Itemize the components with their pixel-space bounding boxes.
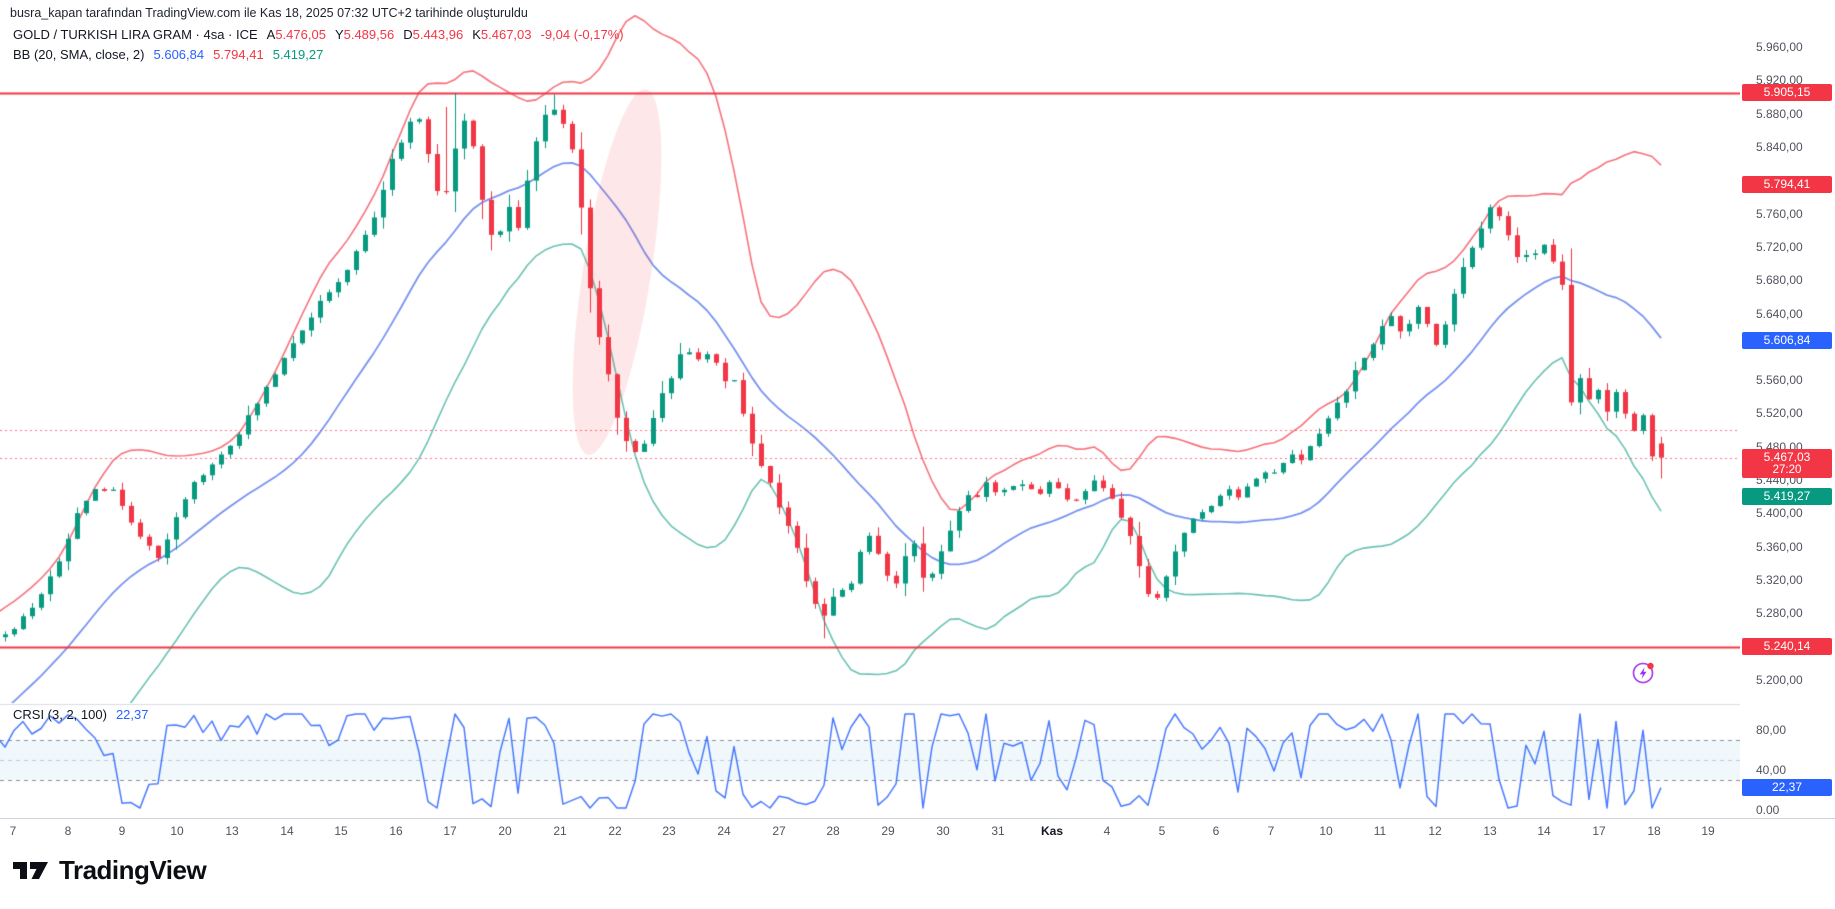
time-tick-label: 17 bbox=[1592, 824, 1606, 838]
time-tick-label: 24 bbox=[717, 824, 731, 838]
time-tick-label: 15 bbox=[334, 824, 348, 838]
time-tick-label: 6 bbox=[1212, 824, 1220, 838]
bb-basis-value: 5.606,84 bbox=[153, 47, 205, 62]
crsi-tick-label: 40,00 bbox=[1756, 763, 1787, 777]
price-tick-label: 5.760,00 bbox=[1756, 206, 1803, 221]
ohlc-open: A5.476,05 bbox=[266, 27, 326, 42]
time-tick-label: 29 bbox=[881, 824, 895, 838]
time-tick-label: 7 bbox=[1267, 824, 1275, 838]
price-tick-label: 5.280,00 bbox=[1756, 606, 1803, 621]
time-tick-label: 31 bbox=[991, 824, 1005, 838]
time-tick-label: 10 bbox=[1319, 824, 1333, 838]
time-tick-label: 13 bbox=[225, 824, 239, 838]
crsi-tick-label: 0.00 bbox=[1756, 803, 1780, 817]
price-axis-badge: 5.606,84 bbox=[1742, 332, 1832, 350]
time-tick-label: 14 bbox=[1537, 824, 1551, 838]
time-tick-label: 12 bbox=[1428, 824, 1442, 838]
time-tick-label: 19 bbox=[1701, 824, 1715, 838]
time-tick-label: Kas bbox=[1040, 824, 1063, 838]
time-tick-label: 23 bbox=[662, 824, 676, 838]
time-tick-label: 13 bbox=[1483, 824, 1497, 838]
price-tick-label: 5.960,00 bbox=[1756, 40, 1803, 54]
time-tick-label: 14 bbox=[280, 824, 294, 838]
ohlc-high: Y5.489,56 bbox=[334, 27, 395, 42]
time-tick-label: 27 bbox=[772, 824, 786, 838]
symbol-title[interactable]: GOLD / TURKISH LIRA GRAM · 4sa · ICE bbox=[13, 27, 258, 42]
tradingview-logo[interactable]: TradingView bbox=[12, 855, 207, 886]
time-tick-label: 16 bbox=[389, 824, 403, 838]
price-tick-label: 5.560,00 bbox=[1756, 373, 1803, 388]
lightning-icon bbox=[1632, 662, 1654, 684]
price-tick-label: 5.400,00 bbox=[1756, 506, 1803, 521]
symbol-legend[interactable]: GOLD / TURKISH LIRA GRAM · 4sa · ICE A5.4… bbox=[13, 27, 624, 42]
attribution-text: busra_kapan tarafından TradingView.com i… bbox=[10, 6, 528, 20]
time-tick-label: 18 bbox=[1647, 824, 1661, 838]
price-axis-badge: 5.240,14 bbox=[1742, 637, 1832, 655]
price-change: -9,04 (-0,17%) bbox=[540, 27, 624, 42]
time-tick-label: 21 bbox=[553, 824, 567, 838]
time-tick-label: 17 bbox=[443, 824, 457, 838]
price-tick-label: 5.720,00 bbox=[1756, 239, 1803, 254]
bb-lower-value: 5.419,27 bbox=[272, 47, 324, 62]
price-axis[interactable]: 5.960,00 5.920,00 5.880,00 5.840,00 5.760,00… bbox=[1740, 0, 1835, 845]
price-tick-label: 5.680,00 bbox=[1756, 273, 1803, 288]
time-tick-label: 5 bbox=[1158, 824, 1166, 838]
price-axis-badge: 5.419,27 bbox=[1742, 488, 1832, 506]
price-axis-badge: 5.467,03 27:20 bbox=[1742, 448, 1832, 478]
price-tick-label: 5.320,00 bbox=[1756, 573, 1803, 588]
crsi-label: CRSI (3, 2, 100) bbox=[13, 707, 107, 722]
time-tick-label: 30 bbox=[936, 824, 950, 838]
time-axis[interactable]: 7 8 9 10 13 14 15 16 17 20 21 22 23 24 27 28 29 30 31 Kas 4 5… bbox=[0, 818, 1835, 846]
time-tick-label: 10 bbox=[170, 824, 184, 838]
price-axis-badge: 5.905,15 bbox=[1742, 83, 1832, 101]
price-axis-badge: 5.794,41 bbox=[1742, 175, 1832, 193]
ohlc-low: D5.443,96 bbox=[403, 27, 464, 42]
crsi-value: 22,37 bbox=[115, 707, 149, 722]
crsi-indicator-legend[interactable]: CRSI (3, 2, 100) 22,37 bbox=[13, 707, 148, 722]
time-tick-label: 28 bbox=[826, 824, 840, 838]
spark-lightning-button[interactable] bbox=[1630, 659, 1658, 687]
bb-label: BB (20, SMA, close, 2) bbox=[13, 47, 145, 62]
price-tick-label: 5.520,00 bbox=[1756, 406, 1803, 421]
time-tick-label: 4 bbox=[1103, 824, 1111, 838]
crsi-axis-badge: 22,37 bbox=[1742, 778, 1832, 796]
time-tick-label: 9 bbox=[118, 824, 126, 838]
time-tick-label: 22 bbox=[608, 824, 622, 838]
price-tick-label: 5.840,00 bbox=[1756, 139, 1803, 154]
time-tick-label: 7 bbox=[9, 824, 17, 838]
time-tick-label: 20 bbox=[498, 824, 512, 838]
ohlc-close: K5.467,03 bbox=[472, 27, 532, 42]
countdown-timer: 27:20 bbox=[1772, 463, 1802, 476]
price-tick-label: 5.360,00 bbox=[1756, 539, 1803, 554]
tradingview-logo-text: TradingView bbox=[59, 855, 207, 885]
bb-upper-value: 5.794,41 bbox=[213, 47, 264, 62]
time-tick-label: 11 bbox=[1373, 824, 1387, 838]
price-tick-label: 5.880,00 bbox=[1756, 106, 1803, 121]
bb-indicator-legend[interactable]: BB (20, SMA, close, 2) 5.606,84 5.794,41 5.… bbox=[13, 47, 323, 62]
tradingview-logo-icon bbox=[13, 861, 48, 879]
time-tick-label: 8 bbox=[64, 824, 72, 838]
price-tick-label: 5.640,00 bbox=[1756, 306, 1803, 321]
price-tick-label: 5.200,00 bbox=[1756, 673, 1803, 687]
crsi-tick-label: 80,00 bbox=[1756, 723, 1787, 737]
